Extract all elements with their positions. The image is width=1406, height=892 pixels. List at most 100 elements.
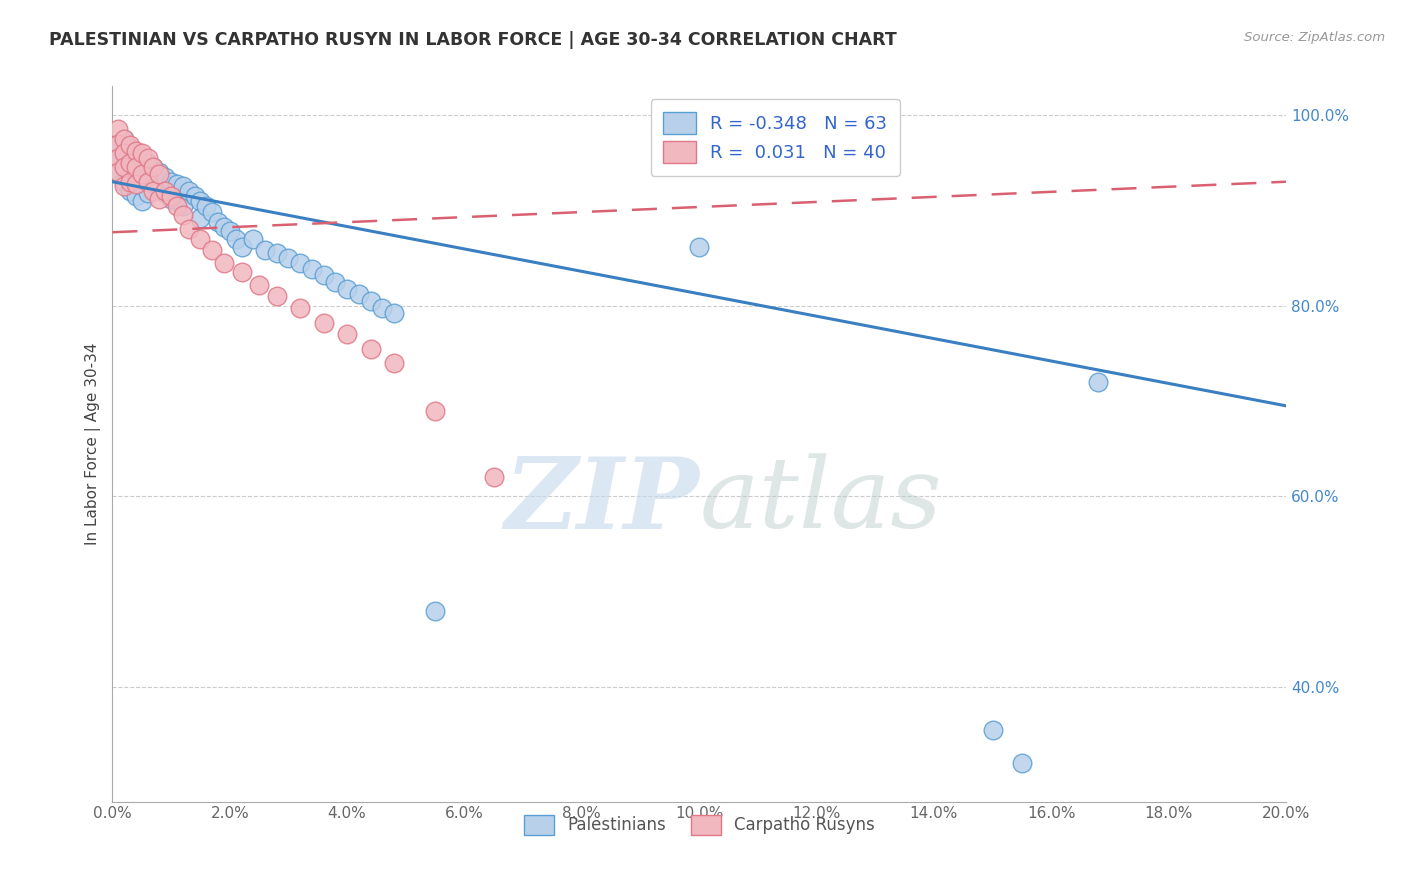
Point [131, 167, 153, 181]
Point [142, 184, 165, 198]
Point [118, 184, 141, 198]
Point [118, 155, 141, 169]
Point [112, 132, 135, 146]
Point [107, 136, 129, 151]
Point [1011, 756, 1033, 771]
Point [131, 179, 153, 194]
Point [148, 192, 170, 206]
Point [266, 246, 288, 260]
Point [201, 244, 224, 258]
Point [148, 182, 170, 196]
Point [136, 186, 159, 201]
Point [118, 138, 141, 153]
Point [201, 205, 224, 219]
Point [107, 122, 129, 136]
Point [131, 146, 153, 161]
Point [382, 356, 405, 370]
Point [423, 403, 446, 417]
Point [107, 165, 129, 179]
Point [125, 161, 148, 175]
Point [166, 194, 188, 208]
Text: Source: ZipAtlas.com: Source: ZipAtlas.com [1244, 31, 1385, 45]
Point [360, 342, 382, 356]
Point [242, 232, 264, 246]
Point [225, 232, 247, 246]
Point [231, 265, 253, 279]
Point [112, 161, 135, 175]
Text: ZIP: ZIP [505, 453, 699, 549]
Point [212, 220, 235, 235]
Point [112, 175, 135, 189]
Point [125, 146, 148, 161]
Point [688, 239, 710, 253]
Point [347, 287, 370, 301]
Point [218, 224, 240, 238]
Point [336, 281, 359, 295]
Point [301, 262, 323, 277]
Point [107, 136, 129, 151]
Point [125, 161, 148, 175]
Point [371, 301, 394, 315]
Point [160, 189, 183, 203]
Point [382, 306, 405, 320]
Point [277, 251, 299, 265]
Point [131, 165, 153, 179]
Point [172, 208, 194, 222]
Point [231, 239, 253, 253]
Point [155, 169, 177, 184]
Point [107, 165, 129, 179]
Point [288, 256, 311, 270]
Legend: Palestinians, Carpatho Rusyns: Palestinians, Carpatho Rusyns [515, 806, 883, 843]
Point [155, 186, 177, 201]
Point [166, 177, 188, 191]
Point [118, 141, 141, 155]
Point [336, 327, 359, 342]
Point [125, 175, 148, 189]
Point [247, 277, 270, 292]
Point [190, 211, 212, 225]
Point [288, 301, 311, 315]
Point [148, 165, 170, 179]
Point [142, 161, 165, 175]
Point [112, 132, 135, 146]
Point [266, 289, 288, 303]
Point [177, 184, 200, 198]
Point [118, 175, 141, 189]
Y-axis label: In Labor Force | Age 30-34: In Labor Force | Age 30-34 [86, 343, 101, 545]
Point [136, 155, 159, 169]
Point [190, 194, 212, 208]
Point [136, 169, 159, 184]
Point [136, 151, 159, 165]
Point [118, 155, 141, 169]
Point [212, 256, 235, 270]
Point [107, 151, 129, 165]
Point [190, 232, 212, 246]
Point [112, 146, 135, 161]
Point [325, 275, 347, 289]
Text: atlas: atlas [699, 453, 942, 549]
Point [142, 161, 165, 175]
Point [112, 161, 135, 175]
Point [423, 604, 446, 618]
Point [360, 293, 382, 308]
Point [482, 470, 505, 484]
Point [172, 179, 194, 194]
Point [981, 723, 1004, 737]
Point [160, 175, 183, 189]
Point [172, 198, 194, 212]
Point [107, 151, 129, 165]
Point [195, 198, 218, 212]
Point [160, 192, 183, 206]
Point [112, 146, 135, 161]
Point [207, 215, 229, 229]
Point [148, 167, 170, 181]
Point [142, 177, 165, 191]
Point [125, 145, 148, 159]
Point [166, 198, 188, 212]
Point [312, 268, 335, 282]
Point [177, 222, 200, 236]
Point [155, 184, 177, 198]
Point [183, 189, 205, 203]
Point [112, 179, 135, 194]
Point [131, 151, 153, 165]
